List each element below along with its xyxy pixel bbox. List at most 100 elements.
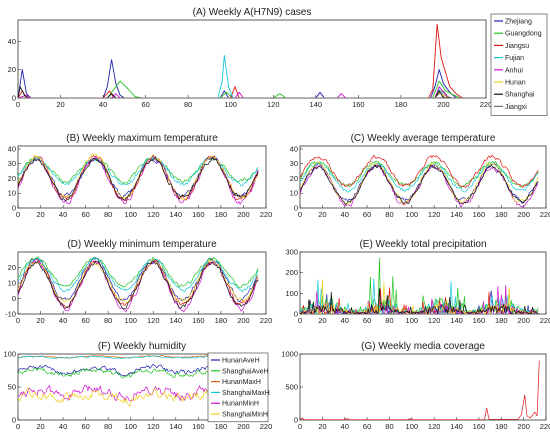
chart-panel-g: (G) Weekly media coverage 0 20 40 60 80 100 120… [281, 341, 550, 431]
x-tick-label: 220 [260, 210, 273, 219]
chart-title: (D) Weekly minimum temperature [67, 239, 217, 250]
y-tick-label: 50 [8, 383, 16, 392]
legend-entry: HunanAveH [222, 358, 260, 365]
legend-entry: Fujian [505, 55, 524, 62]
x-tick-label: 40 [59, 422, 67, 431]
x-tick-label: 100 [124, 316, 137, 325]
legend-entry: ShanghaiMaxH [222, 390, 270, 397]
x-tick-label: 140 [450, 316, 463, 325]
y-tick-label: 0 [294, 416, 298, 425]
legend-entry: Zhejiang [505, 19, 532, 26]
legend: HunanAveH ShanghaiAveH HunanMaxH ShanghaiMa… [207, 352, 270, 423]
legend-entry: Anhui [505, 67, 523, 74]
y-tick-label: 300 [285, 248, 298, 257]
x-tick-label: 60 [363, 210, 371, 219]
x-tick-label: 0 [298, 422, 302, 431]
y-tick-label: -10 [5, 310, 16, 319]
x-tick-label: 20 [318, 210, 326, 219]
x-tick-label: 180 [215, 210, 228, 219]
x-tick-label: 0 [16, 422, 20, 431]
x-tick-label: 40 [59, 316, 67, 325]
chart-panel-f: (F) Weekly humidity 0 20 40 60 80 100 120 140 160… [3, 341, 272, 431]
plot-frame [17, 19, 487, 99]
x-tick-label: 20 [36, 422, 44, 431]
series-line-jiangxi [18, 90, 486, 98]
x-tick-label: 60 [81, 316, 89, 325]
series-line-jiangsu [300, 154, 539, 188]
x-tick-label: 80 [184, 100, 192, 109]
chart-panel-d: (D) Weekly minimum temperature 0 20 40 60 80 1… [5, 239, 272, 325]
chart-panel-e: (E) Weekly total precipitation 0 20 40 60 80 1… [285, 239, 550, 325]
series-line-zhejiang [300, 163, 539, 204]
x-tick-label: 0 [16, 210, 20, 219]
x-tick-label: 200 [237, 422, 250, 431]
x-tick-label: 220 [540, 422, 550, 431]
chart-panel-c: (C) Weekly average temperature 0 20 40 60 80 1… [290, 133, 550, 219]
x-tick-label: 0 [16, 316, 20, 325]
series-line-media [300, 360, 540, 420]
x-tick-label: 140 [450, 422, 463, 431]
x-tick-label: 120 [147, 316, 160, 325]
series-line-zhejiang [18, 59, 486, 98]
x-tick-label: 200 [517, 210, 530, 219]
legend-entry: HunanMaxH [222, 379, 261, 386]
x-tick-label: 140 [450, 210, 463, 219]
x-tick-label: 200 [237, 210, 250, 219]
x-tick-label: 80 [385, 210, 393, 219]
x-tick-label: 180 [215, 422, 228, 431]
x-tick-label: 60 [363, 422, 371, 431]
series-line-shanghai [18, 156, 259, 201]
x-tick-label: 200 [437, 100, 450, 109]
series-group [18, 256, 259, 313]
x-tick-label: 120 [147, 422, 160, 431]
x-tick-label: 20 [318, 422, 326, 431]
x-tick-label: 220 [540, 210, 550, 219]
legend-entry: ShanghaiAveH [222, 368, 269, 375]
x-tick-label: 0 [16, 100, 20, 109]
legend-box [490, 13, 548, 116]
y-tick-label: 200 [285, 268, 298, 277]
series-group [300, 360, 540, 420]
legend-box [207, 352, 269, 423]
x-tick-label: 160 [192, 210, 205, 219]
x-tick-label: 20 [36, 210, 44, 219]
x-tick-label: 100 [124, 210, 137, 219]
legend: Zhejiang Guangdong Jiangsu Fujian Anhui Hunan… [490, 13, 548, 116]
x-tick-label: 40 [99, 100, 107, 109]
x-tick-label: 120 [428, 210, 441, 219]
x-tick-label: 20 [318, 316, 326, 325]
y-tick-label: 0 [12, 294, 16, 303]
chart-panel-a: (A) Weekly A(H7N9) cases 0 20 40 60 80 100 120 1… [8, 7, 548, 116]
x-tick-label: 180 [395, 100, 408, 109]
x-tick-label: 0 [298, 316, 302, 325]
series-line-shanghai [300, 164, 539, 205]
x-tick-label: 80 [104, 210, 112, 219]
x-tick-label: 160 [473, 422, 486, 431]
series-group [300, 257, 539, 314]
x-tick-label: 60 [141, 100, 149, 109]
x-tick-label: 60 [363, 316, 371, 325]
x-tick-label: 20 [56, 100, 64, 109]
y-tick-label: 20 [290, 174, 298, 183]
x-tick-label: 160 [192, 316, 205, 325]
x-tick-label: 80 [385, 422, 393, 431]
series-group [18, 23, 486, 98]
plot-frame [17, 251, 267, 315]
x-tick-label: 120 [267, 100, 280, 109]
x-tick-label: 80 [385, 316, 393, 325]
chart-title: (E) Weekly total precipitation [359, 239, 486, 250]
x-tick-label: 100 [406, 422, 419, 431]
series-line-hunan [300, 278, 539, 314]
x-tick-label: 60 [81, 210, 89, 219]
series-line-guangdong [18, 256, 259, 289]
legend-entry: Jiangxi [505, 104, 527, 111]
x-tick-label: 60 [81, 422, 89, 431]
y-tick-label: 0 [294, 310, 298, 319]
legend-entry: Jiangsu [505, 43, 529, 50]
x-tick-label: 140 [170, 210, 183, 219]
x-tick-label: 120 [428, 316, 441, 325]
y-tick-label: 1000 [281, 350, 298, 359]
chart-title: (A) Weekly A(H7N9) cases [193, 7, 312, 18]
x-tick-label: 220 [480, 100, 493, 109]
